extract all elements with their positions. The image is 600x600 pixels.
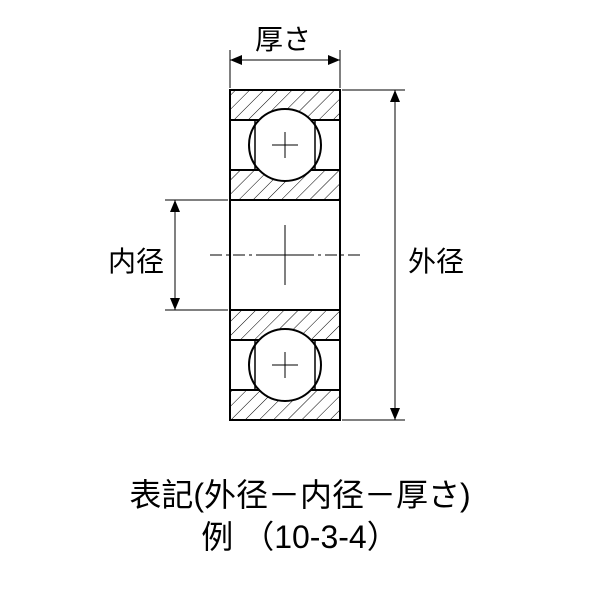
inner-diameter-label: 内径 <box>108 240 164 280</box>
thickness-label: 厚さ <box>255 18 311 58</box>
caption-line-1: 表記(外径－内径－厚さ) <box>0 470 600 516</box>
outer-diameter-label: 外径 <box>408 240 464 280</box>
bearing-diagram: 厚さ 内径 外径 表記(外径－内径－厚さ) 例 （10-3-4） <box>0 0 600 600</box>
caption-line-2: 例 （10-3-4） <box>0 512 600 558</box>
